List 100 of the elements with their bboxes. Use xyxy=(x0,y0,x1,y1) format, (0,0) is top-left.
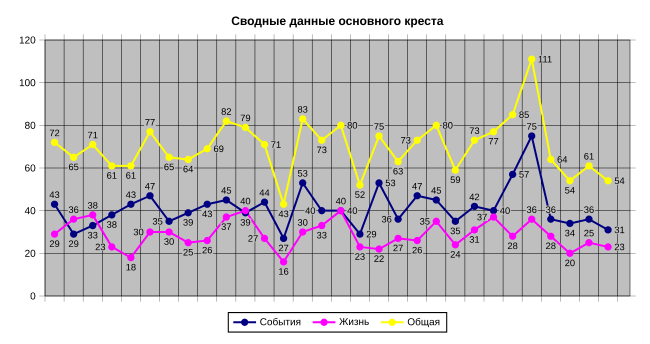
data-label: 59 xyxy=(450,176,460,183)
data-label: 54 xyxy=(565,187,575,194)
data-label: 36 xyxy=(382,216,392,222)
data-label: 111 xyxy=(538,56,552,62)
data-label: 73 xyxy=(470,127,480,134)
data-label: 77 xyxy=(488,138,498,144)
legend-label: События xyxy=(260,318,300,326)
data-label: 61 xyxy=(107,172,117,179)
y-tick-label: 80 xyxy=(25,122,36,129)
data-label: 85 xyxy=(519,111,529,118)
data-label: 43 xyxy=(50,191,60,198)
data-label: 40 xyxy=(500,207,510,214)
data-label: 65 xyxy=(164,164,174,170)
data-label: 25 xyxy=(183,248,193,256)
y-tick-label: 60 xyxy=(25,164,36,172)
data-label: 82 xyxy=(222,108,232,115)
data-label: 43 xyxy=(126,191,136,198)
y-tick-label: 100 xyxy=(20,79,36,86)
data-label: 61 xyxy=(126,172,136,179)
data-label: 71 xyxy=(88,132,98,138)
y-tick-label: 40 xyxy=(24,207,36,214)
data-label: 27 xyxy=(278,244,288,252)
data-label: 30 xyxy=(298,219,308,226)
data-label: 29 xyxy=(50,240,60,247)
data-label: 83 xyxy=(298,106,308,113)
data-label: 23 xyxy=(355,253,365,260)
data-label: 37 xyxy=(477,214,487,220)
data-label: 61 xyxy=(584,153,594,160)
data-label: 43 xyxy=(278,210,288,218)
data-label: 63 xyxy=(393,168,403,174)
data-label: 33 xyxy=(316,232,327,238)
data-label: 36 xyxy=(584,206,594,213)
data-label: 77 xyxy=(145,119,155,126)
data-label: 40 xyxy=(347,207,358,214)
data-label: 36 xyxy=(68,206,78,213)
data-label: 53 xyxy=(298,170,308,177)
data-label: 52 xyxy=(355,191,365,198)
data-label: 75 xyxy=(527,123,536,130)
data-label: 57 xyxy=(519,171,529,178)
data-label: 31 xyxy=(470,236,480,243)
data-label: 39 xyxy=(183,219,193,226)
data-label: 40 xyxy=(240,198,250,204)
data-label: 28 xyxy=(546,242,556,250)
data-label: 72 xyxy=(50,130,60,136)
data-label: 28 xyxy=(508,242,518,250)
y-tick-label: 0 xyxy=(30,292,36,300)
data-label: 18 xyxy=(126,264,136,270)
data-label: 79 xyxy=(240,114,250,122)
data-label: 64 xyxy=(183,166,194,172)
data-label: 36 xyxy=(546,206,556,213)
data-label: 40 xyxy=(305,207,316,214)
data-label: 23 xyxy=(614,244,624,250)
data-label: 29 xyxy=(68,240,78,247)
data-label: 73 xyxy=(317,146,327,154)
data-label: 54 xyxy=(614,178,624,184)
data-label: 34 xyxy=(565,230,575,236)
data-label: 47 xyxy=(144,183,155,190)
data-label: 44 xyxy=(260,189,270,196)
data-label: 69 xyxy=(214,146,224,152)
data-label: 73 xyxy=(401,136,410,144)
legend-label: Жизнь xyxy=(339,318,369,326)
legend-label: Общая xyxy=(408,318,440,328)
data-label: 65 xyxy=(68,164,78,170)
data-label: 42 xyxy=(469,194,480,200)
data-label: 26 xyxy=(202,246,212,254)
data-label: 30 xyxy=(134,228,144,236)
data-label: 38 xyxy=(88,202,98,209)
data-label: 45 xyxy=(221,187,232,194)
data-label: 27 xyxy=(393,244,403,252)
data-label: 47 xyxy=(412,183,422,190)
data-label: 75 xyxy=(374,123,384,130)
data-label: 80 xyxy=(348,122,358,129)
data-label: 53 xyxy=(386,180,396,186)
data-label: 71 xyxy=(271,141,281,148)
data-label: 29 xyxy=(366,230,376,238)
data-label: 35 xyxy=(152,218,162,225)
data-label: 43 xyxy=(202,210,212,218)
data-label: 25 xyxy=(584,230,594,236)
data-label: 16 xyxy=(279,268,288,275)
data-label: 26 xyxy=(412,246,422,254)
data-label: 20 xyxy=(565,260,575,266)
chart-title: Сводные данные основного креста xyxy=(232,16,444,28)
data-label: 27 xyxy=(248,235,258,242)
data-label: 24 xyxy=(450,251,460,258)
data-label: 40 xyxy=(336,198,346,204)
data-label: 80 xyxy=(442,122,453,129)
data-label: 39 xyxy=(240,219,250,226)
data-label: 35 xyxy=(450,228,460,234)
data-label: 45 xyxy=(431,187,442,194)
data-label: 33 xyxy=(88,232,98,238)
data-label: 23 xyxy=(96,244,106,250)
data-label: 38 xyxy=(106,221,117,228)
data-label: 64 xyxy=(558,156,568,163)
data-label: 22 xyxy=(374,255,384,262)
data-label: 35 xyxy=(420,218,430,225)
data-label: 37 xyxy=(221,223,232,230)
data-label: 31 xyxy=(614,226,624,234)
y-tick-label: 120 xyxy=(20,36,36,44)
data-label: 30 xyxy=(164,238,174,245)
y-tick-label: 20 xyxy=(25,250,36,257)
